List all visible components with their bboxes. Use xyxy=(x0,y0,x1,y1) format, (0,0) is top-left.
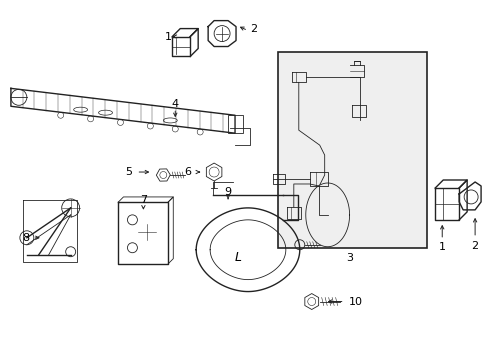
Text: 4: 4 xyxy=(171,99,179,109)
Text: 7: 7 xyxy=(140,195,147,205)
Text: 3: 3 xyxy=(346,253,352,263)
Text: 6: 6 xyxy=(184,167,191,177)
Bar xyxy=(277,53,427,248)
Text: L: L xyxy=(234,251,241,264)
Text: 8: 8 xyxy=(22,233,29,243)
Bar xyxy=(227,115,243,133)
Text: 2: 2 xyxy=(470,241,478,251)
Text: 9: 9 xyxy=(224,187,231,197)
Text: 1: 1 xyxy=(438,242,445,252)
Text: 2: 2 xyxy=(250,24,257,33)
Text: 10: 10 xyxy=(348,297,362,306)
Text: 5: 5 xyxy=(125,167,132,177)
Text: 1: 1 xyxy=(164,32,171,41)
